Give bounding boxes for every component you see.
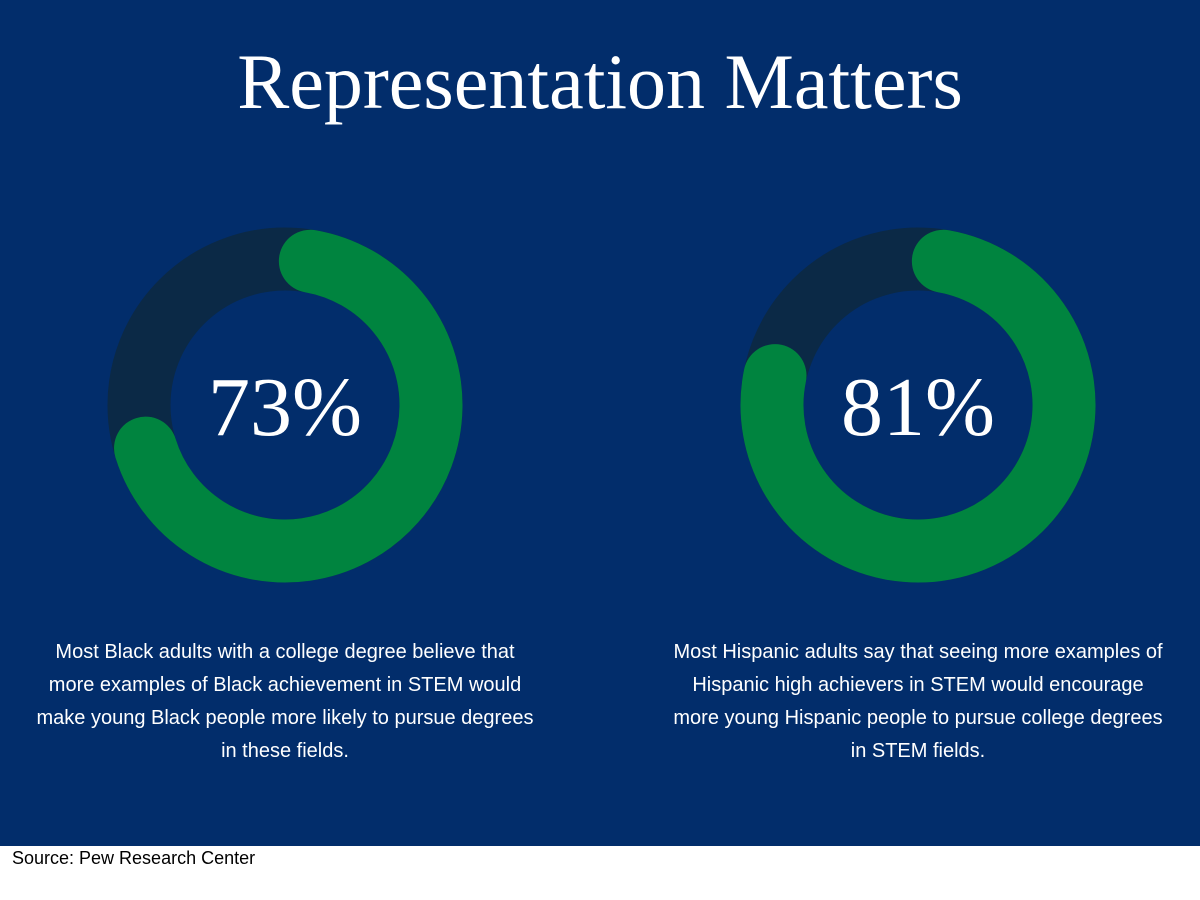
- chart: Representation Matters 73% 81%: [107, 38, 1096, 583]
- background-panel: [0, 0, 1200, 846]
- center-label: 81%: [841, 361, 995, 454]
- title: Representation Matters: [237, 38, 963, 125]
- source: Source: Pew Research Center: [12, 848, 256, 868]
- description: Most Black adults with a college degree …: [36, 641, 534, 762]
- center-label: 73%: [208, 361, 362, 454]
- donut-arc: [740, 229, 1096, 583]
- donut-arc: [114, 229, 463, 583]
- description: Most Hispanic adults say that seeing mor…: [673, 641, 1163, 762]
